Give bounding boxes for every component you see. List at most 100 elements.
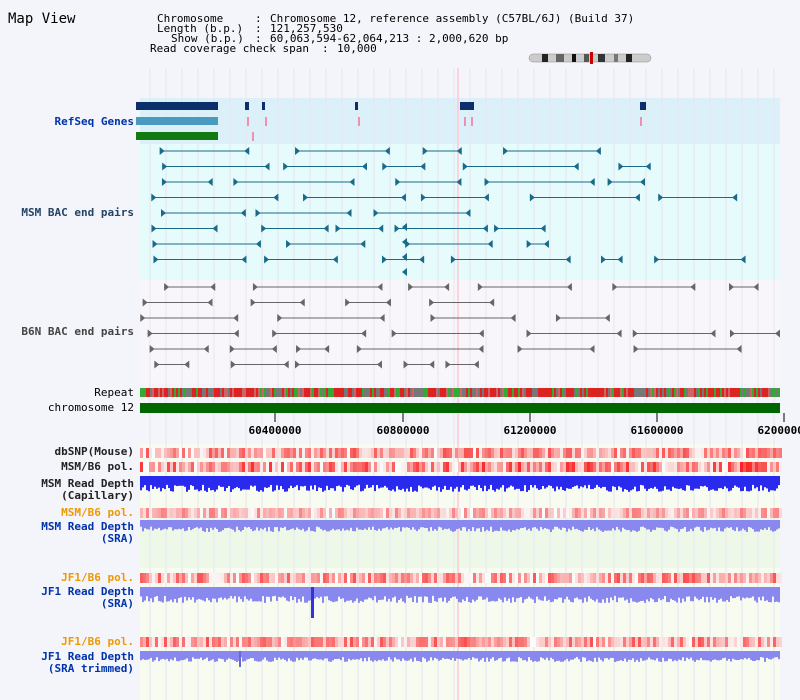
bac-end-marker — [273, 193, 279, 202]
repeat-segment — [664, 388, 666, 397]
pol-heat-cell — [752, 448, 755, 458]
read-depth-bar — [684, 651, 686, 661]
pol-heat-cell — [419, 573, 422, 583]
read-depth-bar — [366, 651, 368, 662]
read-depth-bar — [736, 587, 738, 597]
pol-heat-cell — [569, 462, 572, 472]
read-depth-bar — [614, 520, 616, 531]
read-depth-bar — [672, 651, 674, 662]
repeat-segment — [372, 388, 374, 397]
pol-heat-cell — [566, 448, 569, 458]
pol-heat-cell — [191, 448, 194, 458]
pol-heat-cell — [350, 508, 353, 518]
pol-heat-cell — [302, 637, 305, 647]
pol-heat-cell — [263, 462, 266, 472]
read-depth-bar — [724, 651, 726, 658]
pol-heat-cell — [275, 508, 278, 518]
pol-heat-cell — [335, 573, 338, 583]
read-depth-bar — [242, 476, 244, 490]
pol-heat-cell — [416, 448, 419, 458]
bac-end-marker — [429, 298, 435, 307]
pol-heat-cell — [356, 573, 359, 583]
pol-heat-cell — [308, 508, 311, 518]
read-depth-bar — [502, 651, 504, 662]
pol-heat-cell — [248, 637, 251, 647]
read-depth-bar — [268, 587, 270, 597]
pol-heat-cell — [323, 508, 326, 518]
read-depth-bar — [154, 520, 156, 529]
coverage-span-sep: : — [322, 42, 329, 55]
read-depth-bar — [548, 587, 550, 600]
pol-heat-cell — [251, 637, 254, 647]
pol-heat-cell — [326, 573, 329, 583]
read-depth-bar — [446, 651, 448, 659]
read-depth-bar — [312, 520, 314, 532]
repeat-segment — [670, 388, 672, 397]
pol-heat-cell — [722, 448, 725, 458]
bac-end-marker — [503, 147, 509, 155]
read-depth-bar — [334, 476, 336, 491]
read-depth-bar — [628, 587, 630, 603]
read-depth-bar — [574, 476, 576, 487]
pol-heat-cell — [212, 508, 215, 518]
read-depth-bar — [606, 651, 608, 659]
pol-heat-cell — [143, 637, 146, 647]
pol-heat-cell — [482, 448, 485, 458]
read-depth-bar — [678, 476, 680, 489]
pol-heat-cell — [608, 508, 611, 518]
pol-heat-cell — [374, 462, 377, 472]
read-depth-bar — [486, 476, 488, 491]
read-depth-bar — [740, 587, 742, 601]
repeat-segment — [278, 388, 280, 397]
b6n-bac-label[interactable]: B6N BAC end pairs — [21, 325, 134, 338]
read-depth-bar — [564, 476, 566, 491]
jf1-depth-sub-1: (SRA) — [100, 597, 134, 610]
read-depth-bar — [396, 651, 398, 660]
read-depth-bar — [566, 476, 568, 489]
pol-heat-cell — [749, 508, 752, 518]
pol-heat-cell — [230, 508, 233, 518]
pol-heat-cell — [488, 573, 491, 583]
pol-heat-cell — [173, 573, 176, 583]
bac-end-marker — [420, 193, 426, 202]
read-depth-bar — [700, 476, 702, 487]
pol-heat-cell — [776, 508, 779, 518]
read-depth-bar — [514, 520, 516, 531]
read-depth-bar — [368, 651, 370, 658]
read-depth-bar — [410, 476, 412, 487]
read-depth-bar — [694, 476, 696, 489]
read-depth-bar — [700, 520, 702, 531]
read-depth-bar — [508, 520, 510, 530]
msm-b6-pol-sra-label: MSM/B6 pol. — [61, 506, 134, 519]
read-depth-bar — [380, 520, 382, 531]
pol-heat-cell — [728, 508, 731, 518]
pol-heat-cell — [476, 573, 479, 583]
repeat-segment — [708, 388, 710, 397]
refseq-genes-label[interactable]: RefSeq Genes — [54, 115, 134, 128]
repeat-segment — [494, 388, 496, 397]
pol-heat-cell — [536, 508, 539, 518]
read-depth-bar — [658, 651, 660, 662]
pol-heat-cell — [404, 573, 407, 583]
repeat-segment — [716, 388, 718, 397]
read-depth-bar — [254, 520, 256, 531]
pol-heat-cell — [257, 508, 260, 518]
pol-heat-cell — [341, 637, 344, 647]
msm-bac-label[interactable]: MSM BAC end pairs — [21, 206, 134, 219]
read-depth-bar — [212, 476, 214, 490]
pol-heat-cell — [620, 637, 623, 647]
repeat-segment — [654, 388, 656, 397]
read-depth-bar — [578, 476, 580, 489]
read-depth-bar — [364, 651, 366, 659]
pol-heat-cell — [599, 462, 602, 472]
read-depth-bar — [724, 587, 726, 602]
pol-heat-cell — [698, 462, 701, 472]
read-depth-bar — [686, 520, 688, 532]
pol-heat-cell — [377, 637, 380, 647]
read-depth-bar — [150, 587, 152, 599]
read-depth-bar — [418, 587, 420, 597]
repeat-segment — [266, 388, 268, 397]
read-depth-bar — [294, 651, 296, 662]
chromosome-ideogram[interactable] — [528, 52, 654, 64]
pol-heat-cell — [734, 462, 737, 472]
